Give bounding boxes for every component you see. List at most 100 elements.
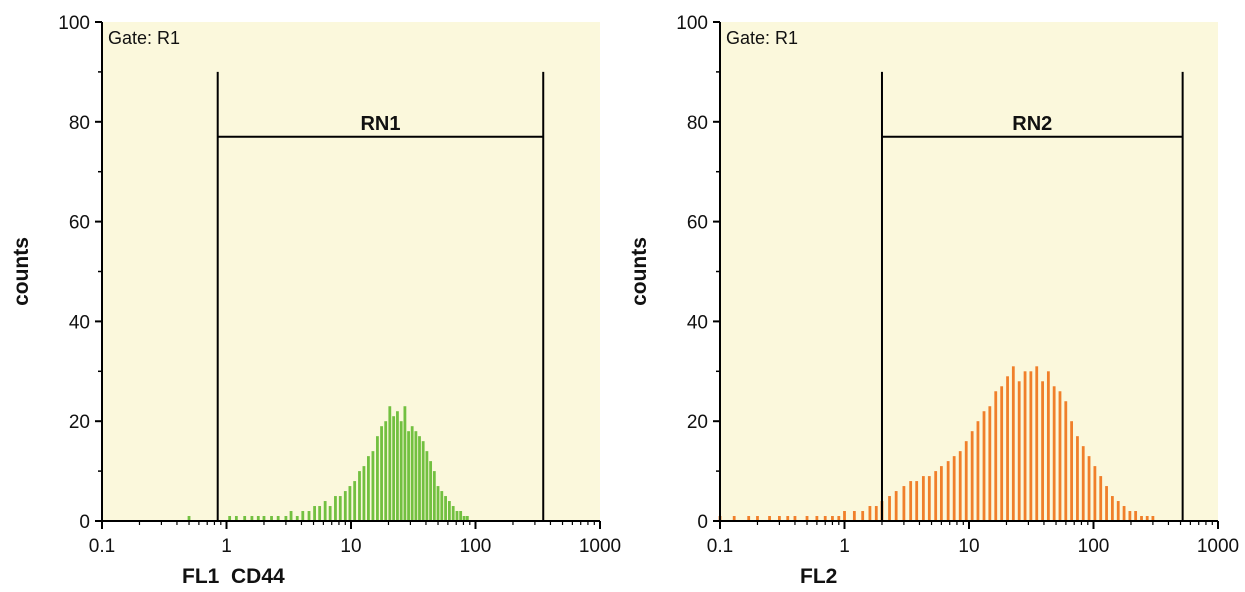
histogram-bar [1099,476,1103,521]
histogram-panel-fl1: RN1 Gate: R1 0 20 40 60 80 100 0.1 1 10 100 1000 FL1 … [0,0,622,592]
histogram-bar [958,451,962,521]
histogram-bar [380,426,383,521]
histogram-bar [313,506,316,521]
histogram-bar [429,461,433,521]
histogram-bar [436,486,440,521]
histogram-bar [328,506,332,521]
histogram-bar [301,511,305,521]
histogram-bar [778,516,781,521]
histogram-bar [805,516,809,521]
histogram-bar [392,416,396,521]
histogram-bar [1023,371,1027,521]
histogram-bar [1134,511,1138,521]
histogram-bar [1006,376,1009,521]
histogram-bar [1140,516,1143,521]
x-axis-title: FL1 CD44 [182,565,285,588]
histogram-bar [444,496,447,521]
histogram-bar [399,421,403,521]
histogram-bar [432,471,436,521]
histogram-bar [318,506,322,521]
histogram-svg: RN1 Gate: R1 0 20 40 60 80 100 0.1 1 10 100 1000 FL1 … [10,13,621,588]
histogram-bar [250,516,254,521]
histogram-bar [407,431,410,521]
y-tick-label: 60 [69,213,90,234]
histogram-bar [295,516,299,521]
histogram-bar [262,516,266,521]
histogram-bar [1000,386,1004,521]
histogram-bar [243,516,247,521]
histogram-bar [982,411,986,521]
histogram-bar [1046,371,1050,521]
histogram-bar [888,496,891,521]
y-tick-label: 0 [79,512,90,533]
histogram-bar [823,516,827,521]
histogram-bar [1029,371,1033,521]
histogram-bar [455,511,459,521]
plot-area [720,22,1218,521]
histogram-bar [376,436,379,521]
histogram-bar [348,486,352,521]
histogram-bar [1145,516,1149,521]
y-tick-label: 60 [687,213,708,234]
histogram-bar [343,491,347,521]
histogram-bar [1017,381,1021,521]
histogram-bar [1081,446,1085,521]
histogram-bar [323,501,327,521]
y-tick-label: 40 [687,312,708,333]
histogram-bar [1128,511,1132,521]
y-tick-label: 100 [676,13,708,34]
histogram-bar [234,516,238,521]
histogram-bar [388,406,392,521]
histogram-bar [1064,401,1068,521]
y-tick-label: 0 [697,512,708,533]
histogram-bar [284,516,288,521]
histogram-bar [371,451,375,521]
histogram-bar [465,516,469,521]
x-tick-label: 10 [958,536,979,557]
region-marker: RN2 [880,71,1184,521]
y-axis-title: counts [10,237,33,306]
x-tick-label: 1000 [1197,536,1239,557]
histogram-svg: RN2 Gate: R1 0 20 40 60 80 100 0.1 1 10 100 1000 FL2 c… [628,13,1239,588]
x-tick-label: 10 [340,536,361,557]
histogram-bar [946,461,950,521]
histogram-bar [837,516,841,521]
histogram-bar [1093,466,1097,521]
region-label: RN1 [360,113,400,135]
x-tick-label: 100 [460,536,492,557]
histogram-bar [1052,386,1056,521]
y-tick-label: 20 [69,412,90,433]
x-tick-label: 100 [1078,536,1110,557]
plot-area [102,22,600,521]
y-tick-label: 40 [69,312,90,333]
histogram-bar [1116,501,1120,521]
histogram-bar [1122,506,1126,521]
histogram-bar [843,511,846,521]
histogram-bar [1087,456,1091,521]
histogram-bar [976,421,980,521]
histogram-bar [732,516,736,521]
histogram-bar [861,511,865,521]
histogram-bar [1151,516,1155,521]
histogram-bar [915,481,919,521]
histogram-bar [447,501,451,521]
histogram-bar [747,516,751,521]
histogram-bar [927,476,931,521]
histogram-bar [1041,381,1044,521]
histogram-bar [868,506,872,521]
region-label: RN2 [1012,113,1052,135]
histogram-panel-fl2: RN2 Gate: R1 0 20 40 60 80 100 0.1 1 10 100 1000 FL2 c… [622,0,1245,592]
region-marker: RN1 [216,71,545,521]
histogram-bar [362,466,366,521]
histogram-bar [418,436,421,521]
histogram-bar [793,516,797,521]
histogram-bar [289,511,293,521]
histogram-bar [276,516,280,521]
histogram-bar [1110,496,1114,521]
histogram-bar [1076,436,1079,521]
x-tick-label: 1 [221,536,232,557]
histogram-bar [1070,421,1074,521]
histogram-bar [1035,366,1039,521]
histogram-bar [921,476,925,521]
gate-label: Gate: R1 [108,28,180,48]
